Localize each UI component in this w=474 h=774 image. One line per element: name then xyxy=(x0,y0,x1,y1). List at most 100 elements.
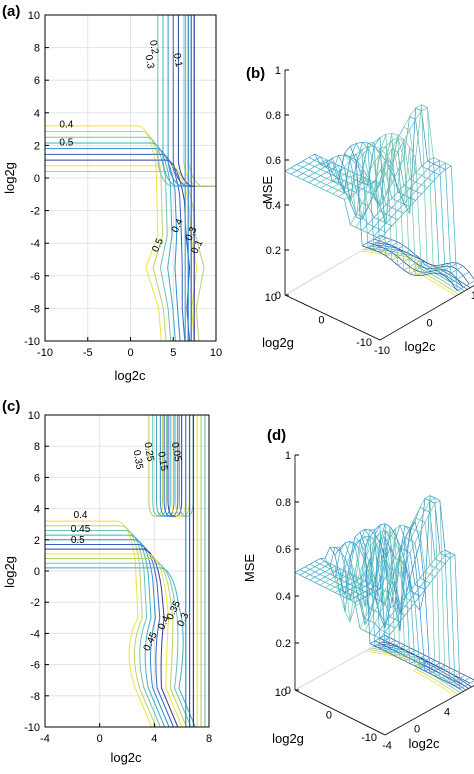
panel-a-contour-label: 0.4 xyxy=(170,217,186,235)
panel-c-contour-label: 0.45 xyxy=(71,524,91,535)
pb-ctick-label: -10 xyxy=(374,345,390,357)
panel-b-xlabel: log2c xyxy=(404,339,436,354)
pd-c-axis xyxy=(385,685,474,735)
panel-d-letter: (d) xyxy=(267,427,286,444)
pa-ytick-label: 6 xyxy=(34,75,40,87)
pd-gtick-label: -10 xyxy=(361,732,377,744)
panel-c-letter: (c) xyxy=(2,398,20,415)
pa-ytick-label: -2 xyxy=(30,206,40,218)
pb-ztick-label: 0.8 xyxy=(266,110,281,122)
panel-a-ylabel: log2g xyxy=(2,162,17,194)
panel-b-ylabel: log2g xyxy=(262,335,294,350)
panel-a-grid xyxy=(45,15,216,341)
pc-xtick-label: 0 xyxy=(97,733,103,745)
pd-ctick-label: -4 xyxy=(382,740,392,752)
pd-ztick-label: 1 xyxy=(285,450,291,462)
panel-c-contour-label: 0.15 xyxy=(155,451,169,473)
panel-c-ylabel: log2g xyxy=(2,556,17,588)
pa-contour-line xyxy=(45,132,166,341)
pc-ytick-label: 10 xyxy=(28,410,40,422)
pc-ytick-label: -10 xyxy=(24,722,40,734)
pc-ytick-label: 0 xyxy=(34,566,40,578)
pc-contour-line xyxy=(45,559,187,727)
panel-c-contour-label: 0.35 xyxy=(131,449,145,471)
pb-mesh-line xyxy=(297,164,392,226)
pd-gtick-label: 0 xyxy=(326,710,332,722)
panel-b-letter: (b) xyxy=(246,65,265,82)
panel-d-xlabel: log2c xyxy=(408,736,440,751)
pa-ytick-label: 0 xyxy=(34,173,40,185)
panel-c-xlabel: log2c xyxy=(110,750,142,765)
pb-g-axis xyxy=(285,295,380,340)
pb-mesh-line xyxy=(309,138,404,256)
pa-xtick-label: 0 xyxy=(127,347,133,359)
pc-ytick-label: 6 xyxy=(34,472,40,484)
pb-ztick-label: 1 xyxy=(275,65,281,77)
pa-contour-line xyxy=(168,15,216,186)
pd-gtick-label: 10 xyxy=(275,687,287,699)
pa-contour-line xyxy=(45,137,171,341)
pb-floor-contour xyxy=(372,244,467,289)
pa-ytick-label: -10 xyxy=(24,336,40,348)
pd-ztick-label: 0.2 xyxy=(276,638,291,650)
pc-ytick-label: 8 xyxy=(34,441,40,453)
pa-contour-line xyxy=(189,15,216,186)
pa-contour-line xyxy=(163,15,216,186)
pa-ytick-label: -8 xyxy=(30,303,40,315)
panel-c-grid xyxy=(45,415,209,727)
pd-ztick-label: 0.4 xyxy=(276,591,291,603)
pc-ytick-label: 4 xyxy=(34,504,40,516)
panel-d-zlabel: MSE xyxy=(242,554,257,583)
pb-ztick-label: 0.6 xyxy=(266,155,281,167)
pd-ztick-label: 0.8 xyxy=(276,497,291,509)
panel-b-zlabel: MSE xyxy=(260,176,275,205)
pc-xtick-label: -4 xyxy=(40,733,50,745)
panel-c-contour-label: 0.05 xyxy=(169,441,183,463)
pa-ytick-label: -4 xyxy=(30,238,40,250)
panel-d-surface xyxy=(295,455,474,735)
panel-a-contour-label: 0.5 xyxy=(59,137,73,148)
pb-floor-edge xyxy=(285,240,380,340)
pa-contour-line xyxy=(45,166,197,341)
pc-ytick-label: -8 xyxy=(30,691,40,703)
panel-a-contour-label: 0.4 xyxy=(59,119,73,130)
pb-ctick-label: 0 xyxy=(426,318,432,330)
pa-ytick-label: 8 xyxy=(34,43,40,55)
pd-g-axis xyxy=(295,690,385,735)
pa-xtick-label: -5 xyxy=(83,347,93,359)
pa-ytick-label: 4 xyxy=(34,108,40,120)
pc-ytick-label: 2 xyxy=(34,535,40,547)
pb-gtick-label: 10 xyxy=(265,292,277,304)
pd-ctick-label: 0 xyxy=(414,723,420,735)
pd-ztick-label: 0.6 xyxy=(276,544,291,556)
pd-floor-contour xyxy=(371,648,461,693)
pa-xtick-label: 5 xyxy=(170,347,176,359)
pa-ytick-label: -6 xyxy=(30,271,40,283)
pd-floor-edge xyxy=(295,640,385,735)
panel-d-ylabel: log2g xyxy=(272,731,304,746)
pb-floor-contour xyxy=(367,248,462,293)
pd-floor-contour xyxy=(365,651,455,696)
pc-xtick-label: 4 xyxy=(151,733,157,745)
pb-c-axis xyxy=(380,285,474,340)
panel-a-contour-label: 0.3 xyxy=(143,54,156,70)
pa-xtick-label: -10 xyxy=(37,347,53,359)
panel-a-contour-label: 0.2 xyxy=(147,39,160,55)
pb-gtick-label: 0 xyxy=(318,315,324,327)
pd-floor-contour xyxy=(376,645,466,690)
pd-ctick-label: 4 xyxy=(444,707,450,719)
pa-ytick-label: 2 xyxy=(34,140,40,152)
panel-c-contour-label: 0.4 xyxy=(74,510,88,521)
panel-a-letter: (a) xyxy=(2,3,20,20)
pc-ytick-label: -6 xyxy=(30,660,40,672)
pa-ytick-label: 10 xyxy=(28,10,40,22)
pc-ytick-label: -2 xyxy=(30,597,40,609)
